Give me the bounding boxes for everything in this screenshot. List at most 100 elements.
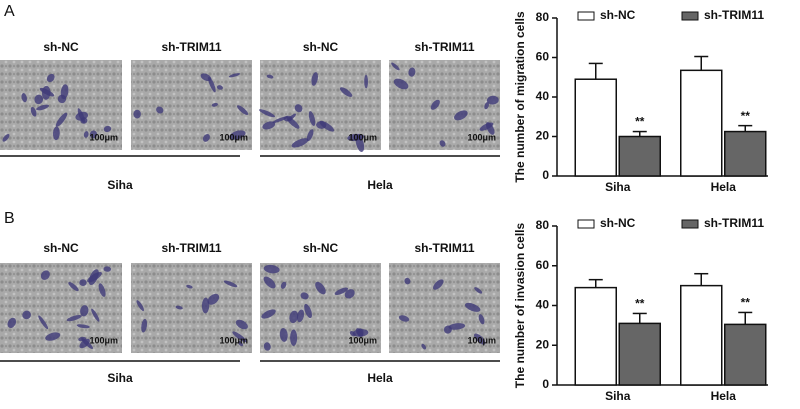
- group-label: Siha: [107, 178, 133, 192]
- legend-label: sh-NC: [600, 216, 636, 230]
- stained-cell: [21, 93, 27, 103]
- x-tick-label: Hela: [711, 389, 737, 403]
- stained-cell: [7, 317, 17, 328]
- stained-cell: [98, 283, 106, 297]
- stained-cell: [75, 111, 89, 121]
- stained-cell: [263, 276, 276, 289]
- y-tick-label: 40: [536, 298, 550, 312]
- significance-label: **: [635, 115, 645, 129]
- error-bar: [738, 124, 753, 132]
- stained-cell: [79, 279, 87, 287]
- error-bar: [738, 311, 753, 325]
- significance-label: **: [741, 296, 751, 310]
- stained-cell: [304, 303, 312, 319]
- significance-label: **: [741, 109, 751, 123]
- stained-cell: [262, 121, 276, 130]
- stained-cell: [339, 87, 353, 97]
- stained-cell: [68, 282, 79, 292]
- stained-cell: [404, 277, 411, 285]
- x-tick-label: Hela: [711, 180, 737, 194]
- bar: [680, 284, 723, 386]
- stained-cell: [408, 67, 416, 77]
- legend-swatch: [577, 219, 595, 229]
- scale-bar-label: 100μm: [348, 335, 377, 345]
- bar: [724, 323, 767, 386]
- stained-cell: [283, 115, 293, 122]
- stained-cell: [79, 338, 90, 349]
- significance-label: **: [635, 297, 645, 311]
- stained-cell: [237, 340, 244, 347]
- micrograph: [260, 263, 381, 353]
- y-tick-label: 80: [536, 218, 550, 232]
- legend-label: sh-TRIM11: [704, 8, 764, 22]
- stained-cell: [474, 287, 483, 294]
- stained-cell: [211, 102, 218, 107]
- stained-cell: [103, 125, 112, 133]
- y-tick-label: 20: [536, 129, 550, 143]
- error-bar: [694, 55, 709, 71]
- stained-cell: [308, 111, 316, 126]
- image-title: sh-TRIM11: [414, 241, 474, 255]
- error-bar: [588, 278, 603, 288]
- stained-cell: [433, 279, 444, 290]
- legend-label: sh-TRIM11: [704, 216, 764, 230]
- stained-cell: [266, 74, 274, 79]
- stained-cell: [296, 309, 305, 323]
- stained-cell: [202, 134, 210, 142]
- stained-cell: [141, 318, 148, 333]
- stained-cell: [207, 293, 220, 305]
- stained-cell: [22, 310, 31, 320]
- error-bar: [632, 312, 647, 324]
- image-title: sh-NC: [303, 241, 339, 255]
- y-tick-label: 40: [536, 89, 550, 103]
- group-label: Hela: [367, 371, 393, 385]
- micrograph: [0, 263, 122, 353]
- stained-cell: [421, 343, 427, 350]
- stained-cell: [485, 122, 495, 135]
- bar: [574, 78, 617, 177]
- image-title: sh-NC: [43, 241, 79, 255]
- stained-cell: [103, 266, 112, 272]
- image-title: sh-TRIM11: [161, 241, 221, 255]
- stained-cell: [263, 342, 271, 351]
- stained-cell: [344, 289, 355, 299]
- y-tick-label: 60: [536, 50, 550, 64]
- stained-cell: [316, 121, 327, 129]
- panel-label: A: [4, 3, 15, 20]
- scale-bar-label: 100μm: [219, 335, 248, 345]
- group-label: Siha: [107, 371, 133, 385]
- stained-cell: [443, 325, 452, 334]
- stained-cell: [36, 104, 50, 111]
- stained-cell: [294, 104, 303, 113]
- bar: [618, 322, 661, 386]
- y-tick-label: 20: [536, 337, 550, 351]
- legend-swatch: [681, 219, 699, 229]
- stained-cell: [89, 130, 98, 139]
- y-tick-label: 0: [542, 168, 549, 182]
- x-tick-label: Siha: [605, 180, 631, 194]
- stained-cell: [454, 110, 468, 121]
- stained-cell: [83, 131, 89, 138]
- stained-cell: [133, 109, 141, 119]
- panel-label: B: [4, 210, 15, 227]
- stained-cell: [40, 270, 50, 280]
- group-label: Hela: [367, 178, 393, 192]
- stained-cell: [300, 292, 309, 300]
- stained-cell: [280, 281, 287, 289]
- bar: [724, 130, 767, 177]
- bar: [574, 286, 617, 386]
- stained-cell: [57, 94, 67, 104]
- stained-cell: [186, 284, 193, 289]
- stained-cell: [229, 130, 246, 140]
- legend-swatch: [681, 11, 699, 21]
- stained-cell: [223, 280, 238, 288]
- scale-bar-label: 100μm: [467, 335, 496, 345]
- stained-cell: [208, 76, 216, 93]
- legend-swatch: [577, 11, 595, 21]
- bar: [680, 69, 723, 177]
- stained-cell: [347, 133, 365, 142]
- legend-label: sh-NC: [600, 8, 636, 22]
- stained-cell: [87, 271, 102, 283]
- image-title: sh-NC: [303, 40, 339, 54]
- stained-cell: [473, 333, 486, 345]
